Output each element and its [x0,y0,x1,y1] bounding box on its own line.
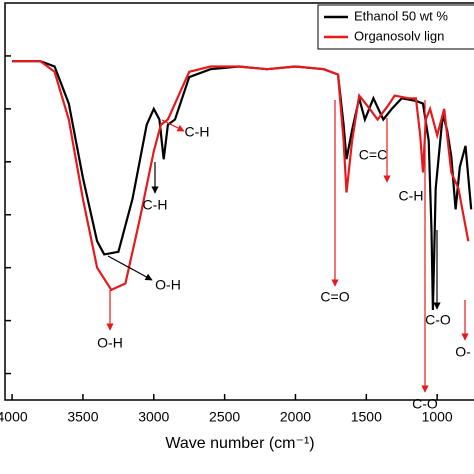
legend-box [317,4,474,50]
legend-label: Ethanol 50 wt % [354,8,448,23]
x-tick-label: 4000 [0,409,28,425]
x-tick-label: 2000 [280,409,311,425]
x-tick-label: 1500 [351,409,382,425]
annotation: C=O [320,289,349,305]
annotation-arrow [161,119,185,132]
annotation: O-H [97,335,123,351]
x-tick-label: 2500 [209,409,240,425]
annotation: C-O [425,312,451,328]
x-axis-label: Wave number (cm⁻¹) [165,435,314,452]
annotation-arrow [107,255,153,281]
annotation: O-H [155,277,181,293]
x-tick-label: 1000 [422,409,453,425]
legend-label: Organosolv lign [354,28,444,43]
x-tick-label: 3500 [67,409,98,425]
annotation: C-H [185,124,210,140]
plot-frame [4,2,474,401]
annotation: C-H [399,188,424,204]
annotation: C=C [359,147,387,163]
annotation: O- [455,344,471,360]
x-tick-label: 3000 [138,409,169,425]
annotation: C-O [412,396,438,412]
annotation: C-H [143,197,168,213]
spectrum-line [12,60,470,292]
